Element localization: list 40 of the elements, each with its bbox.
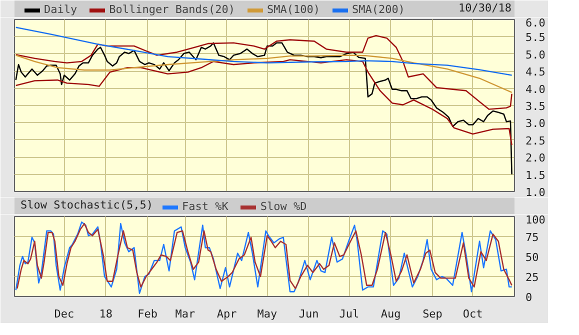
x-tick-label: 18 [99,308,113,320]
text: 10/30/18 [458,2,512,14]
y-tick-label: 50 [526,251,539,264]
y-tick-label: 3.5 [526,100,546,113]
line-series [15,35,512,110]
x-tick-label: Jul [339,308,360,320]
y-tick-label: 5.0 [526,48,546,62]
y-tick-label: 5.5 [526,31,546,44]
x-tick-label: Apr [216,308,238,320]
x-tick-label: May [257,308,278,320]
chart-title: Slow Stochastic(5,5) [20,198,153,212]
legend-label: Slow %D [260,200,307,213]
line-series [15,59,512,146]
y-tick-label: 1.5 [526,168,546,182]
y-tick-label: 4.0 [526,82,546,96]
y-tick-label: 25 [526,271,539,284]
y-tick-label: 3.0 [526,117,546,130]
y-tick-label: 1.0 [526,186,546,199]
line-series [15,26,512,76]
x-tick-label: Dec [54,308,74,320]
x-tick-label: Oct [462,308,483,320]
y-tick-label: 2.5 [526,134,546,148]
x-tick-label: Sep [422,308,442,320]
y-tick-label: 0 [526,291,532,304]
y-tick-label: 2.0 [526,152,546,165]
line-series [15,42,512,175]
y-tick-label: 6.0 [526,16,546,30]
x-tick-label: Mar [175,308,196,320]
legend-label: Fast %K [182,200,228,213]
y-tick-label: 75 [526,231,539,244]
legend-label: SMA(200) [352,3,405,16]
legend-label: Bollinger Bands(20) [109,3,235,16]
x-tick-label: Jun [298,308,319,320]
x-tick-label: Feb [138,308,158,320]
legend-label: Daily [44,3,78,16]
y-tick-label: 4.5 [526,66,546,79]
legend-label: SMA(100) [266,3,320,16]
line-series [15,54,512,94]
x-tick-label: Aug [380,308,401,320]
y-tick-label: 100 [526,214,546,226]
